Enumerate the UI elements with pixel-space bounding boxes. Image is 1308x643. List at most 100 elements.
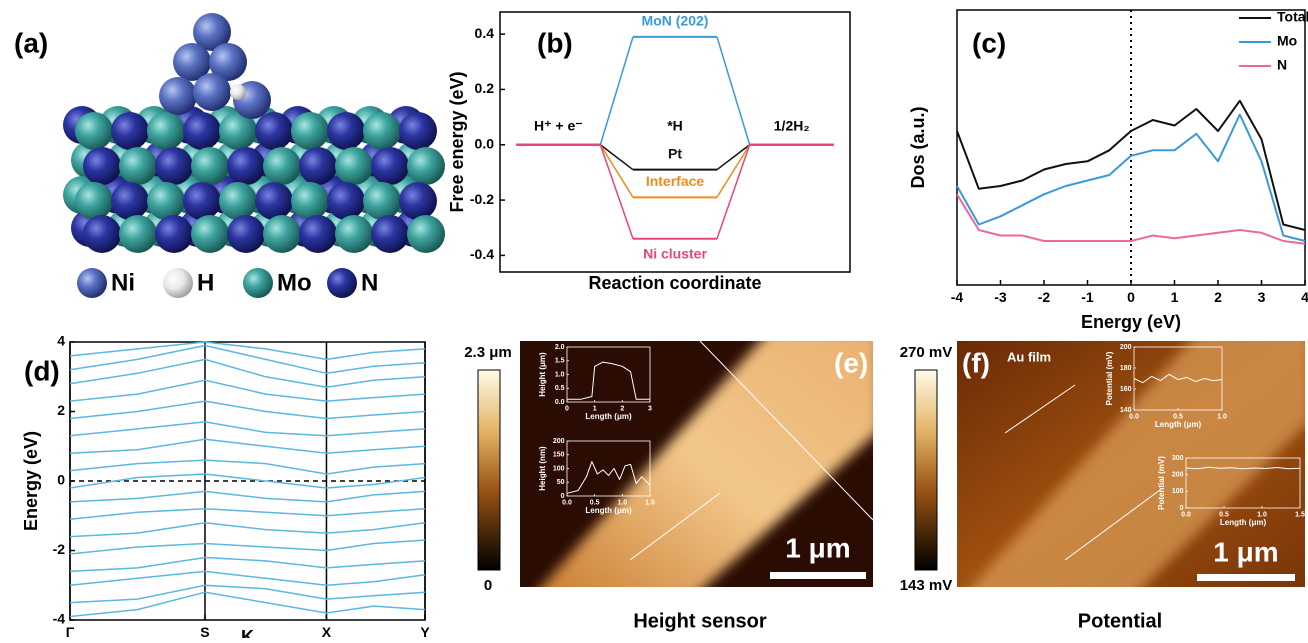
panel-label: (d) bbox=[24, 355, 60, 386]
y-tick-label: 0 bbox=[1180, 505, 1184, 512]
atom bbox=[111, 182, 149, 220]
series-line bbox=[70, 359, 425, 387]
scale-bar-label: 1 μm bbox=[785, 532, 850, 563]
scale-bar bbox=[1197, 574, 1295, 581]
legend-label: Mo bbox=[277, 269, 312, 296]
x-tick-label: 0.0 bbox=[562, 499, 572, 506]
x-tick-label: -3 bbox=[994, 289, 1007, 305]
y-tick-label: 0 bbox=[561, 493, 565, 500]
x-tick-label: 0.0 bbox=[1181, 511, 1191, 518]
legend-label: N bbox=[361, 269, 378, 296]
atom bbox=[291, 112, 329, 150]
series-label: Ni cluster bbox=[643, 246, 707, 262]
y-tick-label: 180 bbox=[1120, 365, 1132, 372]
atom bbox=[163, 268, 193, 298]
page: {"panel_labels": ["(a)", "(b)", "(c)", "… bbox=[0, 0, 1308, 638]
series-line bbox=[70, 460, 425, 474]
y-tick-label: 50 bbox=[557, 479, 565, 486]
atom bbox=[263, 147, 301, 185]
connector bbox=[600, 37, 633, 145]
atom bbox=[371, 215, 409, 253]
y-axis-label: Potential (mV) bbox=[1105, 351, 1114, 405]
y-tick-label: 2 bbox=[57, 402, 65, 418]
y-tick-label: 0.2 bbox=[475, 80, 495, 96]
y-tick-label: 160 bbox=[1120, 386, 1132, 393]
x-axis-label: Length (μm) bbox=[585, 412, 632, 421]
series-line bbox=[70, 422, 425, 436]
y-tick-label: -0.4 bbox=[470, 246, 494, 262]
scale-bar-label: 1 μm bbox=[1213, 536, 1278, 567]
x-tick-label: S bbox=[200, 624, 209, 638]
connector bbox=[600, 145, 633, 198]
y-axis-label: Potential (mV) bbox=[1157, 456, 1166, 510]
y-tick-label: 0.5 bbox=[555, 385, 565, 392]
legend-label: Ni bbox=[111, 269, 135, 296]
colorbar bbox=[478, 370, 500, 570]
y-tick-label: 140 bbox=[1120, 407, 1132, 414]
atom bbox=[155, 147, 193, 185]
legend-label: Total bbox=[1277, 9, 1308, 25]
x-tick-label: 2 bbox=[1214, 289, 1222, 305]
y-tick-label: 200 bbox=[553, 438, 565, 445]
series-label: Pt bbox=[668, 145, 682, 161]
y-tick-label: 100 bbox=[553, 465, 565, 472]
y-tick-label: 200 bbox=[1120, 344, 1132, 351]
atom bbox=[183, 182, 221, 220]
atom-model bbox=[63, 13, 445, 298]
atom bbox=[147, 182, 185, 220]
y-tick-label: -4 bbox=[53, 611, 66, 627]
atom bbox=[147, 112, 185, 150]
y-tick-label: 0.0 bbox=[475, 135, 495, 151]
series-label: MoN (202) bbox=[642, 13, 709, 29]
atom bbox=[407, 147, 445, 185]
atom bbox=[335, 147, 373, 185]
x-tick-label: 4 bbox=[1301, 289, 1308, 305]
series-line bbox=[70, 558, 425, 572]
atom bbox=[119, 215, 157, 253]
atom bbox=[83, 215, 121, 253]
y-tick-label: 0 bbox=[57, 472, 65, 488]
atom bbox=[299, 147, 337, 185]
x-tick-label: X bbox=[322, 624, 332, 638]
atom bbox=[327, 268, 357, 298]
y-tick-label: -2 bbox=[53, 541, 66, 557]
x-tick-label: 0 bbox=[565, 405, 569, 412]
atom bbox=[230, 84, 246, 100]
connector bbox=[717, 37, 750, 145]
x-tick-label: 3 bbox=[648, 405, 652, 412]
atom bbox=[335, 215, 373, 253]
x-tick-label: Γ bbox=[66, 624, 75, 638]
y-tick-label: 100 bbox=[1172, 488, 1184, 495]
atom bbox=[291, 182, 329, 220]
atom bbox=[155, 215, 193, 253]
series-line bbox=[70, 491, 425, 502]
x-axis-label: Length (μm) bbox=[1155, 420, 1202, 429]
y-tick-label: 0.4 bbox=[475, 25, 495, 41]
atom bbox=[159, 77, 197, 115]
connector bbox=[717, 145, 750, 239]
atom bbox=[193, 73, 231, 111]
x-tick-label: -1 bbox=[1081, 289, 1094, 305]
y-tick-label: 300 bbox=[1172, 455, 1184, 462]
x-axis-label: K bbox=[241, 627, 254, 638]
state-label: *H bbox=[667, 117, 683, 133]
series-line bbox=[957, 194, 1305, 244]
y-tick-label: 150 bbox=[553, 452, 565, 459]
atom bbox=[83, 147, 121, 185]
atom bbox=[407, 215, 445, 253]
atom bbox=[255, 182, 293, 220]
panel-label: (e) bbox=[834, 347, 868, 378]
atom bbox=[191, 147, 229, 185]
atom bbox=[399, 182, 437, 220]
figure: 2.3 μm 0 1 μm Height sensor 270 mV 143 m… bbox=[0, 0, 1308, 638]
legend-label: H bbox=[197, 269, 214, 296]
x-tick-label: 3 bbox=[1258, 289, 1266, 305]
atom bbox=[363, 112, 401, 150]
connector bbox=[717, 145, 750, 198]
atom bbox=[75, 112, 113, 150]
state-label: H⁺ + e⁻ bbox=[534, 117, 583, 133]
panel-label: (c) bbox=[972, 27, 1006, 58]
atom bbox=[371, 147, 409, 185]
x-axis-label: Length (μm) bbox=[585, 506, 632, 515]
y-axis-label: Height (μm) bbox=[538, 352, 547, 397]
